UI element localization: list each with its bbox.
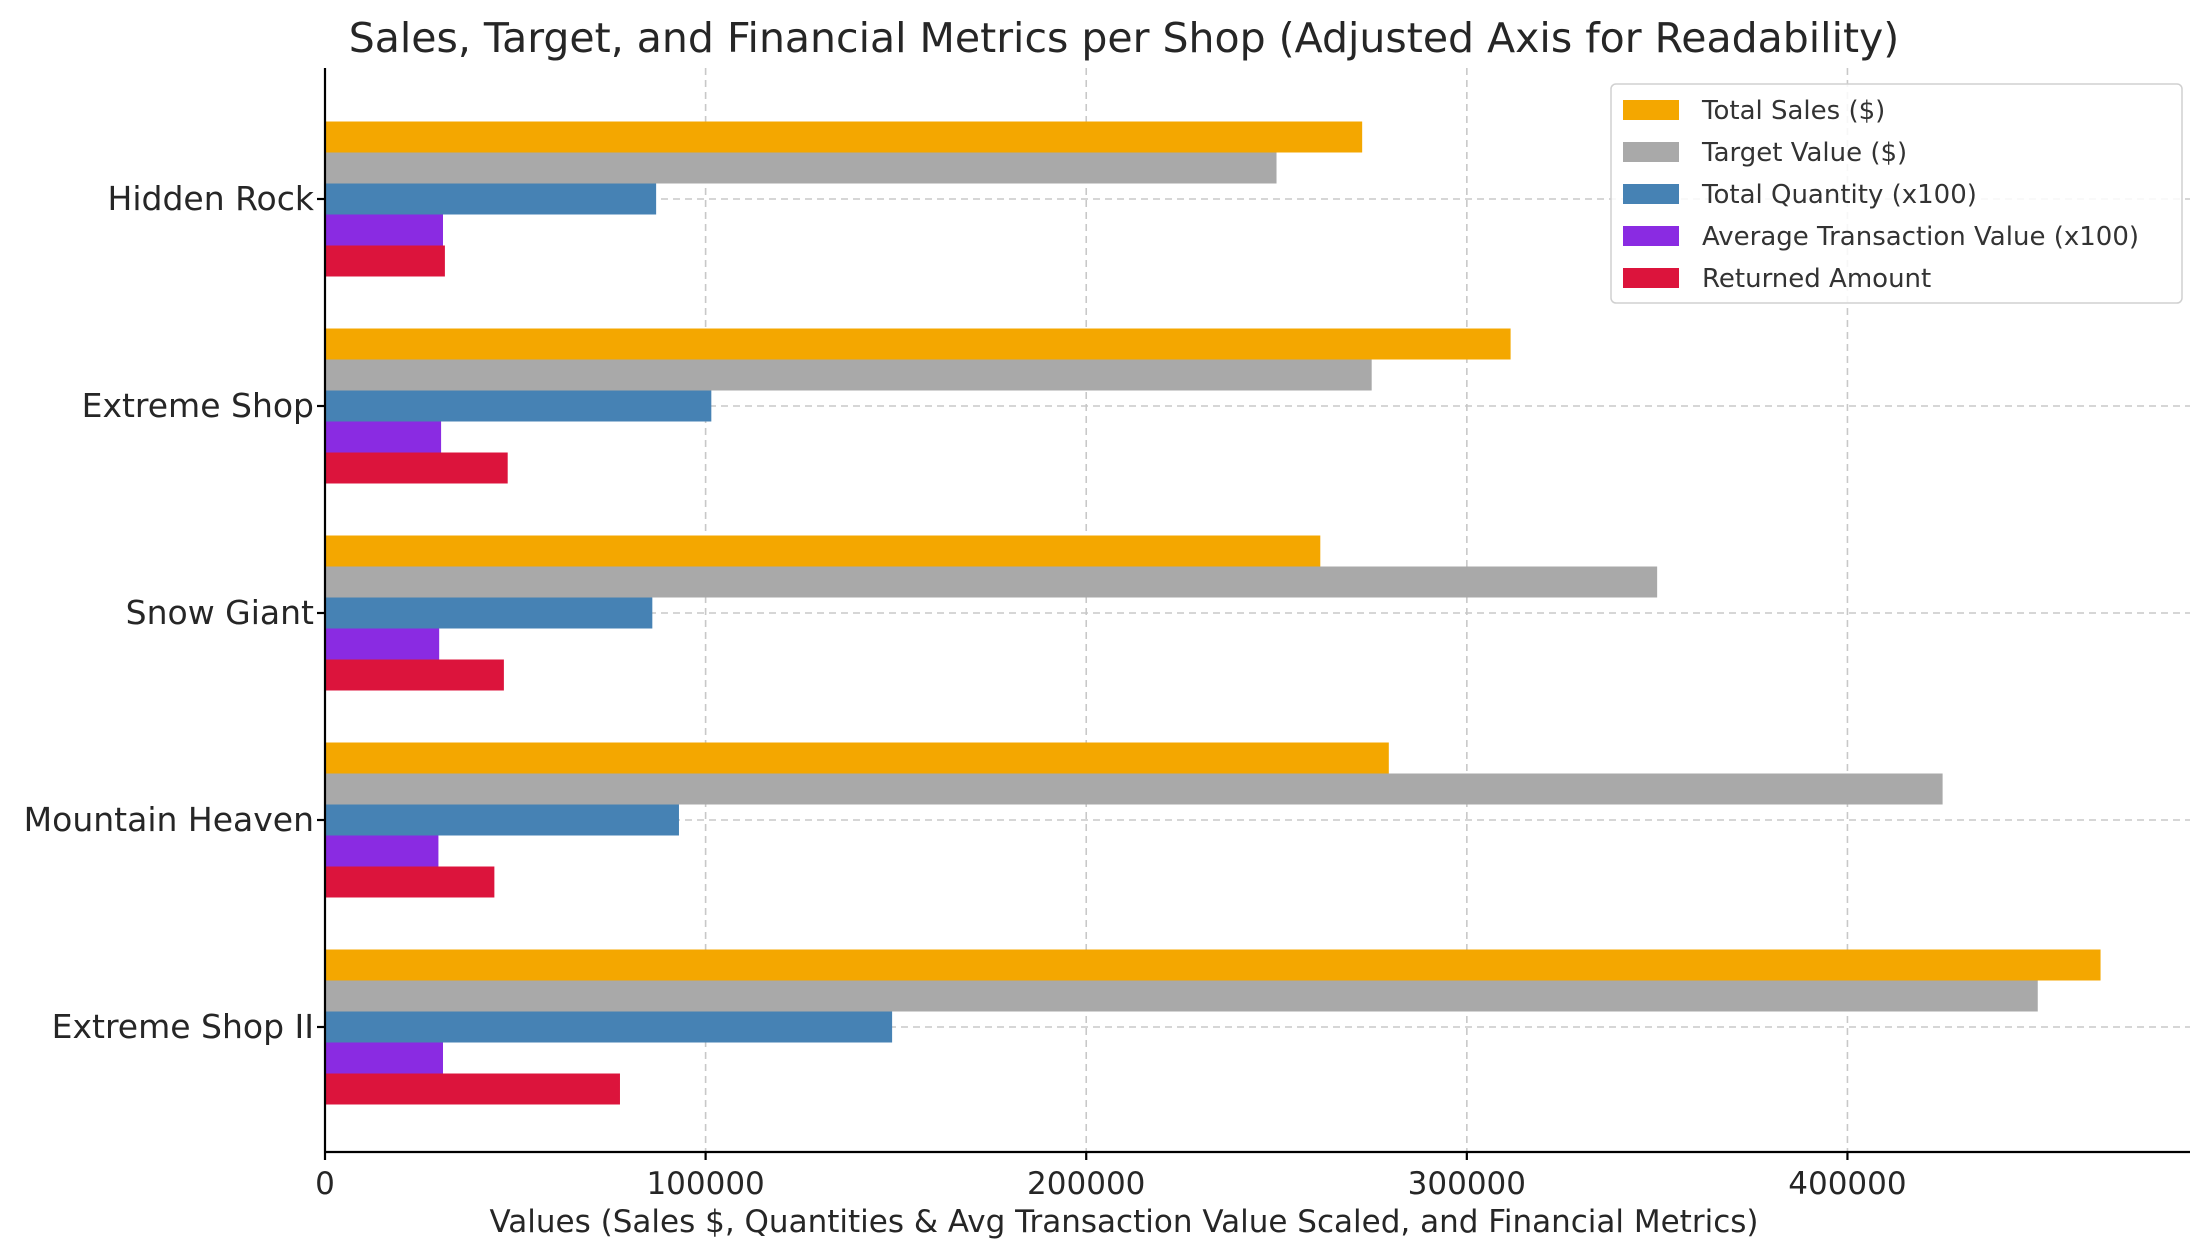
x-tick-label: 200000 (1027, 1166, 1145, 1202)
legend-swatch-total-sales (1623, 100, 1679, 120)
y-tick-label: Hidden Rock (108, 179, 315, 218)
x-tick-label: 300000 (1408, 1166, 1526, 1202)
chart-title: Sales, Target, and Financial Metrics per… (349, 14, 1900, 62)
bar-target-value (325, 566, 1658, 598)
bar-total-sales (325, 328, 1511, 360)
axes (317, 68, 2190, 1160)
bar-target-value (325, 152, 1277, 184)
legend-label: Target Value ($) (1701, 138, 1907, 168)
y-tick-label: Mountain Heaven (24, 800, 314, 839)
bar-avg-transaction (325, 214, 443, 246)
bar-returned-amount (325, 866, 495, 898)
bar-avg-transaction (325, 421, 442, 453)
bar-total-quantity (325, 804, 679, 836)
y-tick-label: Extreme Shop II (52, 1007, 314, 1046)
bar-total-quantity (325, 597, 653, 629)
category-labels: Hidden Rock Extreme Shop Snow Giant Mountai… (24, 179, 315, 1046)
bar-total-sales (325, 742, 1389, 774)
bar-total-quantity (325, 183, 657, 215)
x-tick-label: 400000 (1788, 1166, 1906, 1202)
bar-total-quantity (325, 1011, 893, 1043)
legend-label: Total Sales ($) (1701, 96, 1885, 126)
bar-total-quantity (325, 390, 712, 422)
bar-avg-transaction (325, 835, 439, 867)
bar-avg-transaction (325, 628, 440, 660)
legend-swatch-avg-transaction (1623, 226, 1679, 246)
y-tick-label: Extreme Shop (82, 386, 314, 425)
bar-avg-transaction (325, 1042, 443, 1074)
legend-label: Average Transaction Value (x100) (1702, 222, 2139, 252)
bar-returned-amount (325, 1073, 620, 1105)
bar-target-value (325, 773, 1943, 805)
bar-total-sales (325, 949, 2101, 981)
x-axis-label: Values (Sales $, Quantities & Avg Transa… (490, 1204, 1759, 1240)
bars (325, 121, 2101, 1105)
legend-label: Total Quantity (x100) (1701, 180, 1977, 210)
legend-swatch-total-quantity (1623, 184, 1679, 204)
legend-swatch-target-value (1623, 142, 1679, 162)
bar-target-value (325, 359, 1372, 391)
bar-target-value (325, 980, 2038, 1012)
legend: Total Sales ($) Target Value ($) Total Qua… (1610, 83, 2183, 304)
bar-total-sales (325, 121, 1363, 153)
bar-returned-amount (325, 245, 445, 277)
bar-returned-amount (325, 452, 508, 484)
x-tick-label: 0 (315, 1166, 335, 1202)
legend-box (1610, 83, 2183, 304)
legend-swatch-returned-amount (1623, 268, 1679, 288)
bar-total-sales (325, 535, 1321, 567)
legend-label: Returned Amount (1702, 264, 1931, 294)
x-tick-labels: 0 100000 200000 300000 400000 (315, 1166, 1906, 1202)
x-tick-label: 100000 (646, 1166, 764, 1202)
y-tick-label: Snow Giant (126, 593, 314, 632)
bar-returned-amount (325, 659, 504, 691)
